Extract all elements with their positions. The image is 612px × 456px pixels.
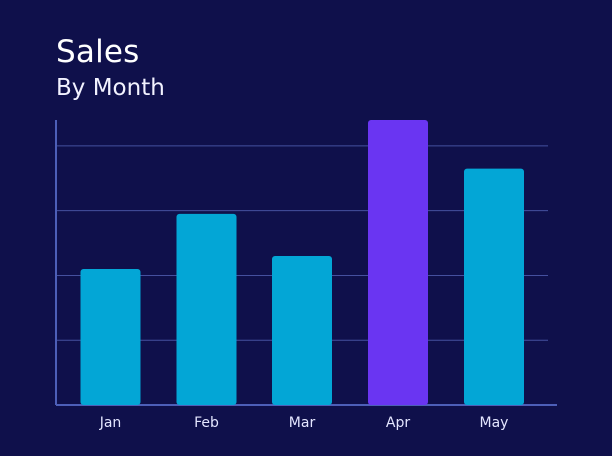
bar-apr xyxy=(368,120,428,405)
bar-jan xyxy=(80,268,141,405)
x-tick-label-mar: Mar xyxy=(289,415,316,431)
x-tick-label-feb: Feb xyxy=(194,415,219,431)
x-tick-label-jan: Jan xyxy=(99,415,122,431)
x-tick-label-apr: Apr xyxy=(386,415,410,431)
bar-may xyxy=(464,168,524,405)
x-axis-labels: Jan Feb Mar Apr May xyxy=(99,415,509,431)
chart-subtitle: By Month xyxy=(56,75,165,101)
x-tick-label-may: May xyxy=(480,415,509,431)
chart-title: Sales xyxy=(56,34,140,70)
bar-feb xyxy=(176,213,237,405)
bar-mar xyxy=(272,256,332,405)
bars xyxy=(80,120,524,405)
